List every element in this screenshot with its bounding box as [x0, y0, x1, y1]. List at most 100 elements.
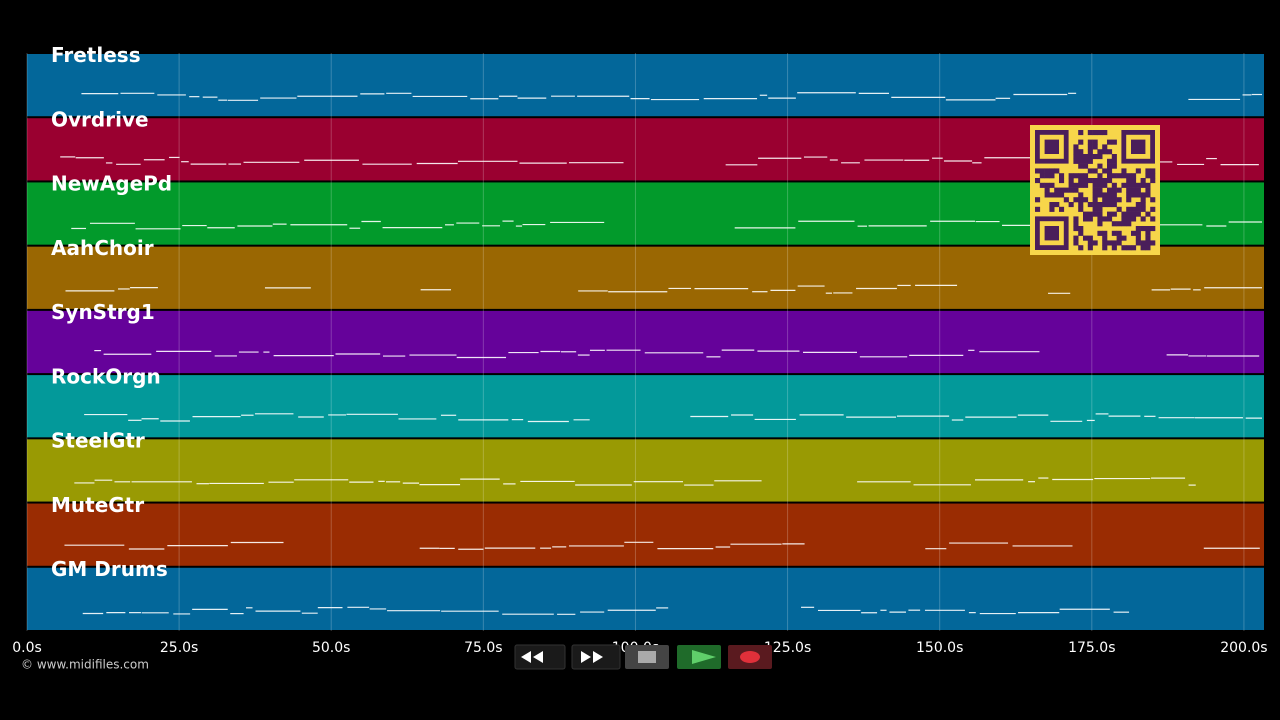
qr-module: [1102, 235, 1108, 241]
qr-module: [1116, 235, 1122, 241]
qr-module: [1140, 226, 1146, 232]
qr-module: [1135, 206, 1141, 212]
qr-module: [1097, 130, 1103, 136]
qr-module: [1107, 139, 1113, 145]
qr-module: [1102, 144, 1108, 150]
stop-button[interactable]: [625, 645, 669, 669]
qr-module: [1131, 178, 1137, 184]
qr-module: [1102, 245, 1108, 251]
fast-forward-button[interactable]: [571, 644, 621, 670]
qr-module: [1054, 192, 1060, 198]
qr-module: [1102, 182, 1108, 188]
track-label: SynStrg1: [51, 300, 155, 324]
qr-module: [1059, 173, 1065, 179]
qr-module: [1131, 211, 1137, 217]
qr-module: [1135, 182, 1141, 188]
qr-module: [1097, 211, 1103, 217]
qr-module: [1102, 230, 1108, 236]
qr-module: [1107, 240, 1113, 246]
qr-module: [1126, 173, 1132, 179]
qr-module: [1097, 178, 1103, 184]
qr-module: [1116, 187, 1122, 193]
record-button[interactable]: [728, 645, 772, 669]
qr-module: [1083, 173, 1089, 179]
qr-module: [1135, 192, 1141, 198]
qr-module: [1083, 182, 1089, 188]
qr-module: [1097, 230, 1103, 236]
qr-module: [1083, 216, 1089, 222]
qr-module: [1068, 173, 1074, 179]
qr-module: [1107, 192, 1113, 198]
qr-module: [1135, 187, 1141, 193]
qr-module: [1111, 139, 1117, 145]
qr-module: [1068, 202, 1074, 208]
qr-module: [1073, 235, 1079, 241]
qr-module: [1150, 226, 1156, 232]
qr-module: [1073, 144, 1079, 150]
qr-module: [1150, 240, 1156, 246]
qr-module: [1097, 216, 1103, 222]
x-tick-label: 0.0s: [12, 640, 42, 656]
track-lane: [27, 375, 1264, 438]
qr-module: [1083, 197, 1089, 203]
qr-module: [1078, 202, 1084, 208]
qr-module: [1107, 149, 1113, 155]
x-tick-label: 150.0s: [916, 640, 963, 656]
qr-module: [1059, 192, 1065, 198]
qr-finder: [1131, 139, 1146, 154]
qr-module: [1049, 182, 1055, 188]
qr-module: [1145, 240, 1151, 246]
qr-module: [1102, 178, 1108, 184]
qr-module: [1078, 245, 1084, 251]
qr-module: [1078, 154, 1084, 160]
qr-module: [1150, 216, 1156, 222]
qr-module: [1049, 206, 1055, 212]
qr-module: [1145, 173, 1151, 179]
track-lane: [27, 246, 1264, 309]
qr-module: [1111, 221, 1117, 227]
qr-module: [1087, 216, 1093, 222]
qr-module: [1126, 197, 1132, 203]
qr-module: [1039, 168, 1045, 174]
qr-module: [1126, 216, 1132, 222]
track-lane: [27, 54, 1264, 117]
qr-module: [1078, 197, 1084, 203]
qr-module: [1121, 211, 1127, 217]
qr-module: [1097, 187, 1103, 193]
qr-module: [1083, 163, 1089, 169]
qr-module: [1092, 240, 1098, 246]
qr-module: [1035, 168, 1041, 174]
qr-module: [1145, 245, 1151, 251]
qr-module: [1140, 197, 1146, 203]
qr-module: [1145, 182, 1151, 188]
x-tick-label: 125.0s: [764, 640, 811, 656]
qr-module: [1150, 206, 1156, 212]
qr-module: [1131, 192, 1137, 198]
qr-module: [1078, 178, 1084, 184]
qr-module: [1102, 130, 1108, 136]
rewind-button[interactable]: [514, 644, 566, 670]
qr-module: [1083, 154, 1089, 160]
qr-module: [1102, 192, 1108, 198]
play-button[interactable]: [677, 645, 721, 669]
qr-module: [1107, 168, 1113, 174]
track-lane: [27, 567, 1264, 630]
qr-module: [1145, 211, 1151, 217]
qr-module: [1087, 130, 1093, 136]
qr-module: [1135, 211, 1141, 217]
qr-module: [1121, 173, 1127, 179]
qr-module: [1073, 173, 1079, 179]
qr-module: [1107, 202, 1113, 208]
qr-module: [1097, 182, 1103, 188]
qr-module: [1097, 202, 1103, 208]
qr-module: [1078, 158, 1084, 164]
qr-module: [1087, 139, 1093, 145]
qr-module: [1131, 173, 1137, 179]
qr-module: [1150, 168, 1156, 174]
x-tick-label: 200.0s: [1220, 640, 1267, 656]
qr-module: [1111, 245, 1117, 251]
qr-module: [1087, 144, 1093, 150]
qr-module: [1126, 206, 1132, 212]
qr-module: [1140, 245, 1146, 251]
